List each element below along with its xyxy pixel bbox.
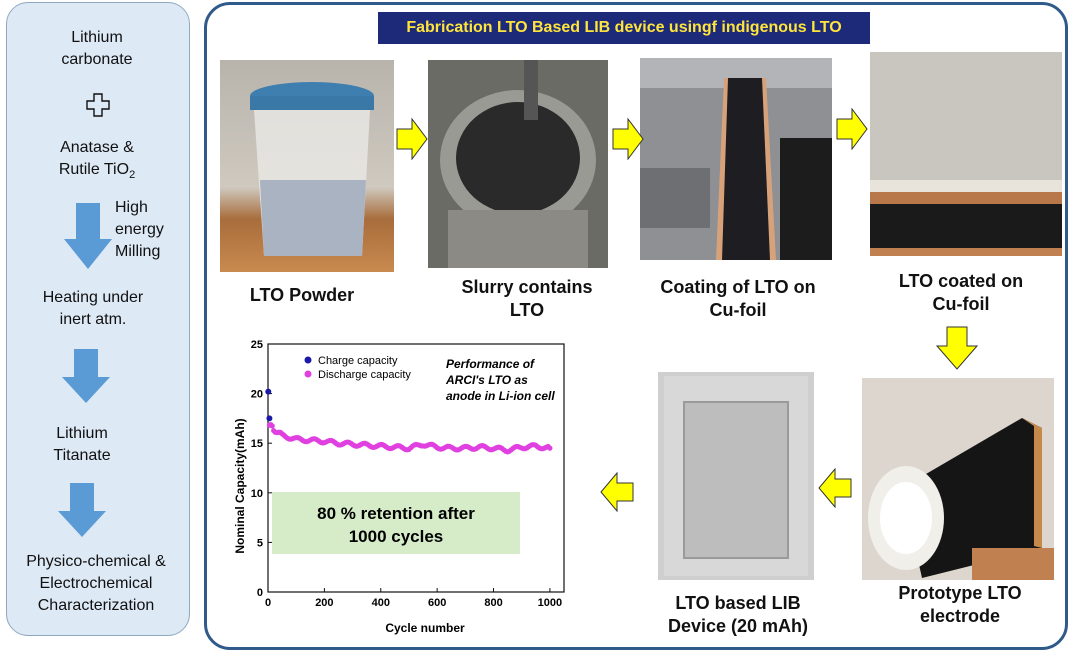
caption-slurry: Slurry contains LTO — [432, 276, 622, 322]
step-text: High — [115, 199, 148, 216]
x-tick-label: 1000 — [538, 597, 562, 609]
step-text: Rutile TiO — [58, 161, 130, 178]
step-text: Rutile TiO2 — [7, 159, 187, 186]
charge-point — [266, 415, 273, 422]
subscript: 2 — [129, 169, 136, 182]
down-arrow-icon — [936, 326, 978, 370]
retention-text-line1: 80 % retention after — [317, 504, 475, 523]
x-tick-label: 400 — [372, 597, 390, 609]
jar-illustration — [250, 82, 374, 256]
legend-marker — [304, 370, 312, 378]
y-tick-label: 20 — [251, 389, 263, 401]
caption-coating: Coating of LTO on Cu-foil — [640, 276, 836, 322]
y-tick-label: 5 — [257, 537, 263, 549]
pouch-cell-illustration — [664, 376, 808, 576]
legend-label: Charge capacity — [318, 355, 398, 367]
right-arrow-icon — [396, 118, 428, 160]
x-tick-label: 600 — [428, 597, 446, 609]
step-text: Lithium — [71, 29, 123, 46]
step-text: inert atm. — [59, 311, 127, 328]
coating-photo — [640, 58, 832, 260]
left-arrow-icon — [818, 468, 852, 508]
milling-label: High energy Milling — [115, 197, 164, 263]
y-tick-label: 10 — [251, 488, 263, 500]
step-text: Lithium — [56, 425, 108, 442]
down-arrow-icon — [58, 483, 106, 537]
step-characterization: Physico-chemical & Electrochemical Chara… — [7, 551, 185, 617]
y-tick-label: 15 — [251, 438, 263, 450]
step-text: Characterization — [37, 597, 155, 614]
caption-coated: LTO coated on Cu-foil — [872, 270, 1050, 316]
legend-label: Discharge capacity — [318, 369, 411, 381]
coated-foil-illustration — [870, 180, 1062, 256]
right-arrow-icon — [836, 108, 868, 150]
step-lithium-carbonate: Lithium carbonate — [7, 27, 187, 71]
caption-line: Coating of LTO on — [660, 277, 816, 297]
banner-title: Fabrication LTO Based LIB device usingf … — [378, 12, 870, 44]
y-axis-label: Nominal Capacity(mAh) — [233, 418, 247, 553]
coated-foil-photo — [870, 52, 1062, 256]
annotation-line: ARCI's LTO as — [445, 373, 528, 387]
step-tio2: Anatase & Rutile TiO2 — [7, 137, 187, 186]
lto-powder-photo — [220, 60, 394, 272]
caption-line: LTO coated on — [898, 271, 1024, 291]
x-tick-label: 0 — [265, 597, 271, 609]
x-axis-label: Cycle number — [385, 621, 465, 635]
annotation-line: Performance of — [446, 357, 535, 371]
slurry-photo — [428, 60, 608, 268]
retention-box — [272, 492, 520, 554]
down-arrow-icon — [62, 349, 110, 403]
caption-electrode: Prototype LTO electrode — [870, 582, 1050, 628]
y-tick-label: 0 — [257, 587, 263, 599]
step-text: Titanate — [53, 447, 111, 464]
step-text: Physico-chemical & — [26, 553, 166, 570]
step-text: carbonate — [61, 51, 133, 68]
caption-line: Cu-foil — [932, 294, 990, 314]
discharge-point — [547, 445, 553, 451]
step-text: energy — [115, 221, 164, 238]
y-tick-label: 25 — [251, 339, 263, 351]
step-lithium-titanate: Lithium Titanate — [7, 423, 157, 467]
down-arrow-icon — [64, 203, 112, 269]
step-text: Heating under — [42, 289, 144, 306]
caption-line: LTO based LIB — [675, 593, 801, 613]
plot-frame — [267, 343, 565, 593]
process-flow-panel: Lithium carbonate Anatase & Rutile TiO2 … — [6, 2, 190, 636]
right-arrow-icon — [612, 118, 644, 160]
caption-lto-powder: LTO Powder — [249, 285, 355, 305]
mixer-illustration — [440, 60, 596, 268]
coater-illustration — [640, 58, 832, 260]
retention-text-line2: 1000 cycles — [349, 527, 444, 546]
caption-line: Cu-foil — [709, 300, 767, 320]
annotation-line: anode in Li-ion cell — [446, 389, 555, 403]
x-tick-label: 200 — [315, 597, 333, 609]
step-heating: Heating under inert atm. — [7, 287, 179, 331]
caption-line: Slurry contains — [461, 277, 593, 297]
lib-device-photo — [658, 372, 814, 580]
capacity-chart: Nominal Capacity(mAh) Cycle number 80 % … — [233, 339, 565, 635]
discharge-point — [269, 423, 275, 429]
caption-line: Device (20 mAh) — [667, 616, 809, 636]
electrode-roll-illustration — [868, 418, 1054, 580]
annotation: Performance of ARCI's LTO as anode in Li… — [445, 357, 555, 403]
x-tick-label: 800 — [484, 597, 502, 609]
caption-device: LTO based LIB Device (20 mAh) — [648, 592, 828, 638]
left-arrow-icon — [600, 472, 634, 512]
legend-marker — [304, 356, 312, 364]
step-text: Anatase & — [60, 139, 134, 156]
chart-plot-area: 0 200 400 600 800 1000 0 5 10 15 20 25 Charge capaci… — [251, 339, 565, 609]
caption-line: LTO — [509, 300, 545, 320]
caption-line: electrode — [919, 606, 1001, 626]
caption-line: Prototype LTO — [898, 583, 1022, 603]
plus-icon — [86, 93, 110, 117]
electrode-photo — [862, 378, 1054, 580]
charge-point — [265, 388, 272, 395]
step-text: Electrochemical — [39, 575, 153, 592]
step-text: Milling — [115, 243, 161, 260]
